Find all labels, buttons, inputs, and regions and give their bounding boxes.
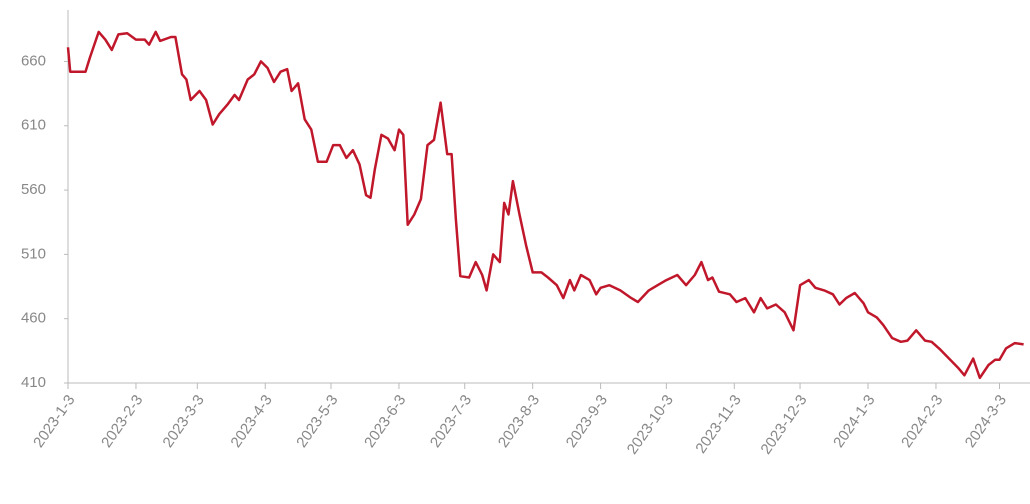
y-tick-label: 660 (21, 52, 46, 69)
y-tick-label: 610 (21, 117, 46, 134)
x-tick-label: 2023-12-3 (757, 392, 810, 458)
x-tick-label: 2023-1-3 (30, 392, 78, 451)
x-tick-label: 2023-11-3 (692, 392, 745, 457)
x-tick-label: 2023-7-3 (427, 392, 475, 451)
x-tick-label: 2024-1-3 (830, 392, 878, 451)
y-tick-label: 560 (21, 181, 46, 198)
x-tick-label: 2023-9-3 (563, 392, 611, 451)
x-tick-label: 2024-2-3 (898, 392, 946, 451)
x-tick-label: 2023-6-3 (361, 392, 409, 451)
x-tick-label: 2023-8-3 (495, 392, 543, 451)
x-tick-label: 2023-4-3 (227, 392, 275, 451)
x-tick-label: 2023-2-3 (98, 392, 146, 451)
x-tick-label: 2024-3-3 (962, 392, 1010, 451)
y-tick-label: 410 (21, 374, 46, 391)
y-tick-label: 510 (21, 245, 46, 262)
x-tick-label: 2023-5-3 (293, 392, 341, 451)
x-tick-label: 2023-10-3 (624, 392, 677, 458)
data-line (66, 30, 1024, 380)
y-tick-label: 460 (21, 310, 46, 327)
x-tick-label: 2023-3-3 (159, 392, 207, 451)
